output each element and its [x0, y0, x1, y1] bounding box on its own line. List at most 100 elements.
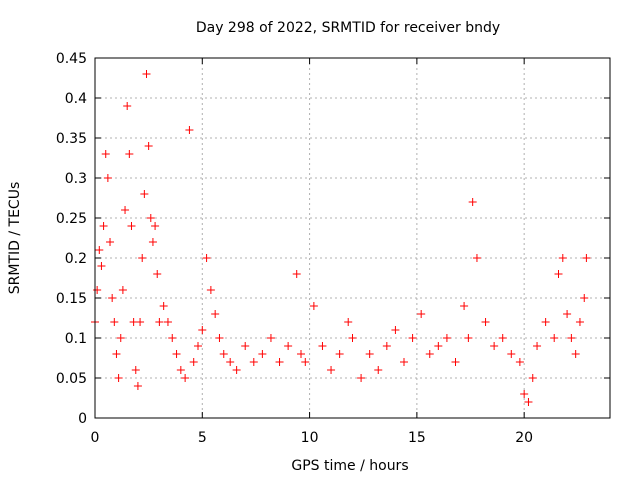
data-point [498, 334, 507, 342]
data-point [425, 350, 434, 358]
data-point [472, 254, 481, 262]
data-point [460, 302, 469, 310]
data-point [116, 334, 125, 342]
data-point [292, 270, 301, 278]
data-point [357, 374, 366, 382]
data-point [114, 374, 123, 382]
y-tick-label: 0.3 [65, 171, 87, 187]
data-point [136, 318, 145, 326]
data-point [163, 318, 172, 326]
data-point [541, 318, 550, 326]
data-point [374, 366, 383, 374]
data-point [226, 358, 235, 366]
plot-frame [94, 57, 611, 419]
data-point [198, 326, 207, 334]
data-point [348, 334, 357, 342]
data-point [168, 334, 177, 342]
chart-title: Day 298 of 2022, SRMTID for receiver bnd… [196, 20, 500, 36]
data-point [172, 350, 181, 358]
tick-labels: 0 0.05 0.1 0.15 0.2 0.25 0.3 0.35 0.4 0.45 0 5 10 15 2… [56, 51, 533, 446]
data-point [219, 350, 228, 358]
data-point [142, 70, 151, 78]
y-tick-label: 0.25 [56, 211, 87, 227]
y-tick-label: 0.35 [56, 131, 87, 147]
data-point [185, 126, 194, 134]
data-point [275, 358, 284, 366]
data-point [118, 286, 127, 294]
data-point [215, 334, 224, 342]
x-tick-label: 20 [515, 430, 533, 446]
data-point [153, 270, 162, 278]
y-tick-label: 0.05 [56, 371, 87, 387]
data-point [148, 238, 157, 246]
y-tick-label: 0.15 [56, 291, 87, 307]
data-point [146, 214, 155, 222]
data-point [138, 254, 147, 262]
data-point [266, 334, 275, 342]
data-point [442, 334, 451, 342]
data-point [550, 334, 559, 342]
data-point [301, 358, 310, 366]
data-point [515, 358, 524, 366]
data-point [194, 342, 202, 350]
data-point [507, 350, 516, 358]
data-point [151, 222, 160, 230]
data-point [382, 342, 391, 350]
data-point [232, 366, 241, 374]
data-point [101, 150, 110, 158]
data-point [258, 350, 267, 358]
data-point [434, 342, 443, 350]
data-point [131, 366, 140, 374]
data-point [249, 358, 258, 366]
data-point [155, 318, 164, 326]
data-point [97, 262, 106, 270]
data-point [176, 366, 185, 374]
data-point [99, 222, 108, 230]
data-point [297, 350, 305, 358]
data-point [365, 350, 374, 358]
x-tick-label: 10 [301, 430, 319, 446]
data-point [400, 358, 408, 366]
data-point [309, 302, 318, 310]
grid [95, 58, 610, 418]
data-point [582, 254, 591, 262]
data-point [211, 310, 220, 318]
data-point [327, 366, 336, 374]
data-point [95, 246, 104, 254]
data-point [93, 286, 102, 294]
data-point [554, 270, 563, 278]
y-tick-label: 0 [78, 411, 87, 427]
data-point [159, 302, 168, 310]
data-point [106, 238, 115, 246]
data-point [103, 174, 112, 182]
data-point [140, 190, 149, 198]
y-tick-label: 0.45 [56, 51, 87, 67]
data-point [181, 374, 190, 382]
data-point [408, 334, 417, 342]
data-point [125, 150, 134, 158]
data-point [468, 198, 477, 206]
data-point [563, 310, 572, 318]
data-point [110, 318, 119, 326]
data-point [344, 318, 353, 326]
data-point [241, 342, 250, 350]
data-point [490, 342, 499, 350]
data-point [451, 358, 460, 366]
data-point [524, 398, 533, 406]
data-point [112, 350, 121, 358]
data-point [417, 310, 426, 318]
data-point [528, 374, 537, 382]
data-point [123, 102, 132, 110]
data-point [520, 390, 529, 398]
data-point [189, 358, 198, 366]
data-point [335, 350, 344, 358]
x-axis-label: GPS time / hours [291, 458, 408, 474]
data-point [391, 326, 400, 334]
ticks [94, 57, 610, 419]
data-point [202, 254, 211, 262]
data-point [284, 342, 293, 350]
data-point [580, 294, 589, 302]
y-tick-label: 0.2 [65, 251, 87, 267]
data-point [464, 334, 473, 342]
